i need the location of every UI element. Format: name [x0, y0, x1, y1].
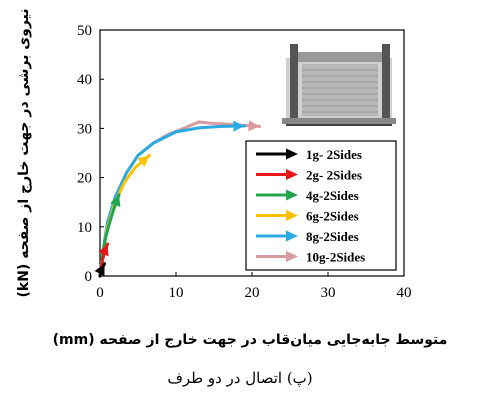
- legend-label-5: 10g-2Sides: [306, 250, 365, 265]
- wall-specimen-schematic: [282, 44, 396, 126]
- y-tick-label: 0: [85, 269, 93, 285]
- legend-label-2: 4g-2Sides: [306, 188, 359, 203]
- legend-label-1: 2g- 2Sides: [306, 168, 362, 183]
- x-tick-label: 30: [321, 285, 336, 301]
- y-tick-label: 50: [77, 23, 92, 39]
- x-tick-label: 10: [169, 285, 184, 301]
- legend: 1g- 2Sides 2g- 2Sides 4g-2Sides 6g-2Sides 8g…: [245, 140, 397, 271]
- legend-arrow-2: [286, 189, 298, 201]
- y-tick-label: 40: [77, 72, 92, 88]
- series-layer: [94, 120, 262, 278]
- x-tick-label: 20: [245, 285, 260, 301]
- legend-label-4: 8g-2Sides: [306, 229, 359, 244]
- legend-arrow-1: [286, 169, 298, 180]
- series-line-4: [98, 124, 246, 278]
- series-arrowhead-4: [233, 120, 245, 132]
- legend-arrow-3: [286, 210, 298, 221]
- x-axis-title: متوسط جابه‌جایی میان‌قاب در جهت خارج از …: [53, 332, 448, 348]
- y-tick-label: 10: [77, 220, 92, 236]
- legend-label-0: 1g- 2Sides: [306, 147, 362, 162]
- legend-arrow-4: [286, 230, 298, 242]
- x-tick-label: 40: [397, 285, 412, 301]
- figure-caption: (پ) اتصال در دو طرف: [167, 369, 312, 387]
- y-tick-label: 30: [77, 121, 92, 137]
- series-arrowhead-3: [137, 155, 150, 167]
- y-tick-label: 20: [77, 171, 92, 187]
- series-arrowhead-0: [94, 263, 105, 276]
- series-line-5: [98, 120, 262, 278]
- series-arrowhead-2: [110, 194, 121, 208]
- legend-box: [245, 140, 397, 271]
- x-tick-label: 0: [96, 285, 104, 301]
- legend-arrow-5: [286, 251, 298, 262]
- legend-label-3: 6g-2Sides: [306, 209, 359, 224]
- series-arrowhead-5: [248, 120, 260, 132]
- legend-arrow-0: [286, 148, 298, 160]
- series-arrowhead-1: [98, 244, 109, 257]
- y-axis-title: نیروی برشی در جهت خارج از صفحه (kN): [16, 8, 32, 297]
